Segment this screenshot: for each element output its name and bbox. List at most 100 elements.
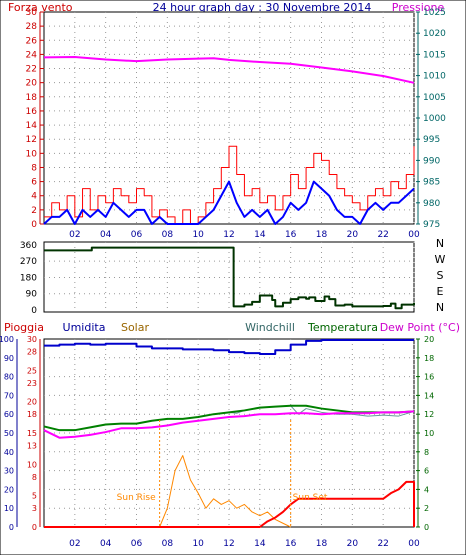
umidita-axis-tick: 8 xyxy=(32,473,37,482)
rain-line xyxy=(44,480,415,528)
direction-axis-tick: 180 xyxy=(20,273,37,283)
pioggia-axis-tick: 80 xyxy=(4,373,14,382)
direction-axis-tick: 270 xyxy=(20,257,37,267)
left-axis-tick: 20 xyxy=(26,79,38,89)
top-left-label: Forza vento xyxy=(8,1,73,14)
x-axis-tick: 00 xyxy=(408,230,420,240)
compass-letter: S xyxy=(437,269,444,282)
pioggia-axis-tick: 60 xyxy=(4,410,14,419)
temperatura-label: Temperatura xyxy=(307,321,378,334)
direction-axis-tick: 90 xyxy=(26,290,38,300)
dewpoint-label: Dew Point (°C) xyxy=(380,321,460,334)
left-axis-tick: 10 xyxy=(26,149,38,159)
umidita-axis-tick: 20 xyxy=(27,398,37,407)
x-axis-tick: 20 xyxy=(347,539,359,549)
pioggia-axis-tick: 50 xyxy=(4,429,14,438)
right-axis-tick: 1000 xyxy=(423,114,446,124)
temperature-axis-tick: 0 xyxy=(424,523,429,532)
left-axis-tick: 16 xyxy=(26,107,38,117)
left-axis-tick: 8 xyxy=(31,163,37,173)
umidita-axis-tick: 13 xyxy=(27,442,37,451)
x-axis-tick: 04 xyxy=(100,539,112,549)
right-axis-tick: 1010 xyxy=(423,72,446,82)
x-axis-tick: 08 xyxy=(162,230,174,240)
x-axis-tick: 16 xyxy=(285,539,297,549)
graph-title: 24 hour graph day : 30 Novembre 2014 xyxy=(153,1,372,14)
x-axis-tick: 18 xyxy=(316,539,328,549)
right-axis-tick: 1005 xyxy=(423,93,446,103)
temperature-axis-tick: 8 xyxy=(424,448,429,457)
x-axis-tick: 02 xyxy=(69,230,80,240)
temperature-axis-tick: 18 xyxy=(424,354,434,363)
temperature-axis-tick: 2 xyxy=(424,504,429,513)
x-axis-tick: 16 xyxy=(285,230,297,240)
pioggia-axis-tick: 20 xyxy=(4,485,14,494)
left-axis-tick: 14 xyxy=(26,121,38,131)
left-axis-tick: 26 xyxy=(26,36,38,46)
x-axis-tick: 22 xyxy=(377,230,388,240)
pioggia-axis-tick: 70 xyxy=(4,391,14,400)
direction-axis-tick: 360 xyxy=(20,241,37,251)
right-axis-tick: 990 xyxy=(423,156,440,166)
pressure-line xyxy=(43,55,415,84)
x-axis-tick: 02 xyxy=(69,539,80,549)
compass-letter: W xyxy=(435,253,446,266)
temperature-axis-tick: 6 xyxy=(424,467,429,476)
umidita-axis-tick: 0 xyxy=(32,523,37,532)
temperature-axis-tick: 12 xyxy=(424,410,434,419)
windchill-label: Windchill xyxy=(245,321,295,334)
x-axis-tick: 12 xyxy=(223,230,234,240)
right-axis-tick: 985 xyxy=(423,178,440,188)
pioggia-axis-tick: 10 xyxy=(4,504,14,513)
temperature-axis-tick: 10 xyxy=(424,429,434,438)
pioggia-axis-tick: 30 xyxy=(4,467,14,476)
left-axis-tick: 24 xyxy=(26,50,38,60)
umidita-axis-tick: 25 xyxy=(27,366,37,375)
solar-label: Solar xyxy=(121,321,150,334)
umidita-axis-tick: 15 xyxy=(27,429,37,438)
right-axis-tick: 1025 xyxy=(423,8,446,18)
umidita-axis-tick: 3 xyxy=(32,504,37,513)
top-right-label: Pressione xyxy=(392,1,445,14)
left-axis-tick: 6 xyxy=(31,178,37,188)
left-axis-tick: 30 xyxy=(26,8,38,18)
wind-speed-line xyxy=(44,145,415,225)
compass-letter: E xyxy=(437,285,444,298)
temperature-axis-tick: 4 xyxy=(424,485,429,494)
right-axis-tick: 995 xyxy=(423,135,440,145)
right-axis-tick: 980 xyxy=(423,199,440,209)
pioggia-label: Pioggia xyxy=(4,321,44,334)
compass-letter: N xyxy=(436,301,444,314)
left-axis-tick: 28 xyxy=(26,22,38,32)
umidita-axis-tick: 30 xyxy=(27,335,37,344)
umidita-axis-tick: 28 xyxy=(27,348,37,357)
left-axis-tick: 22 xyxy=(26,65,37,75)
x-axis-tick: 06 xyxy=(131,230,143,240)
x-axis-tick: 00 xyxy=(408,539,420,549)
left-axis-tick: 4 xyxy=(31,192,37,202)
direction-axis-tick: 0 xyxy=(31,306,37,316)
x-axis-tick: 04 xyxy=(100,230,112,240)
wind-direction-line xyxy=(44,246,415,310)
left-axis-tick: 0 xyxy=(31,220,37,230)
left-axis-tick: 12 xyxy=(26,135,37,145)
wind-gust-line xyxy=(43,180,415,225)
pioggia-axis-tick: 100 xyxy=(0,335,14,344)
humidity-line xyxy=(44,338,414,356)
x-axis-tick: 12 xyxy=(223,539,234,549)
right-axis-tick: 975 xyxy=(423,220,440,230)
umidita-axis-tick: 10 xyxy=(27,460,37,469)
x-axis-tick: 14 xyxy=(254,230,266,240)
left-axis-tick: 2 xyxy=(31,206,37,216)
umidita-axis-tick: 18 xyxy=(27,410,37,419)
pioggia-axis-tick: 0 xyxy=(9,523,14,532)
right-axis-tick: 1015 xyxy=(423,50,446,60)
pioggia-axis-tick: 90 xyxy=(4,354,14,363)
x-axis-tick: 22 xyxy=(377,539,388,549)
pioggia-axis-tick: 40 xyxy=(4,448,14,457)
temperature-axis-tick: 20 xyxy=(424,335,434,344)
x-axis-tick: 06 xyxy=(131,539,143,549)
